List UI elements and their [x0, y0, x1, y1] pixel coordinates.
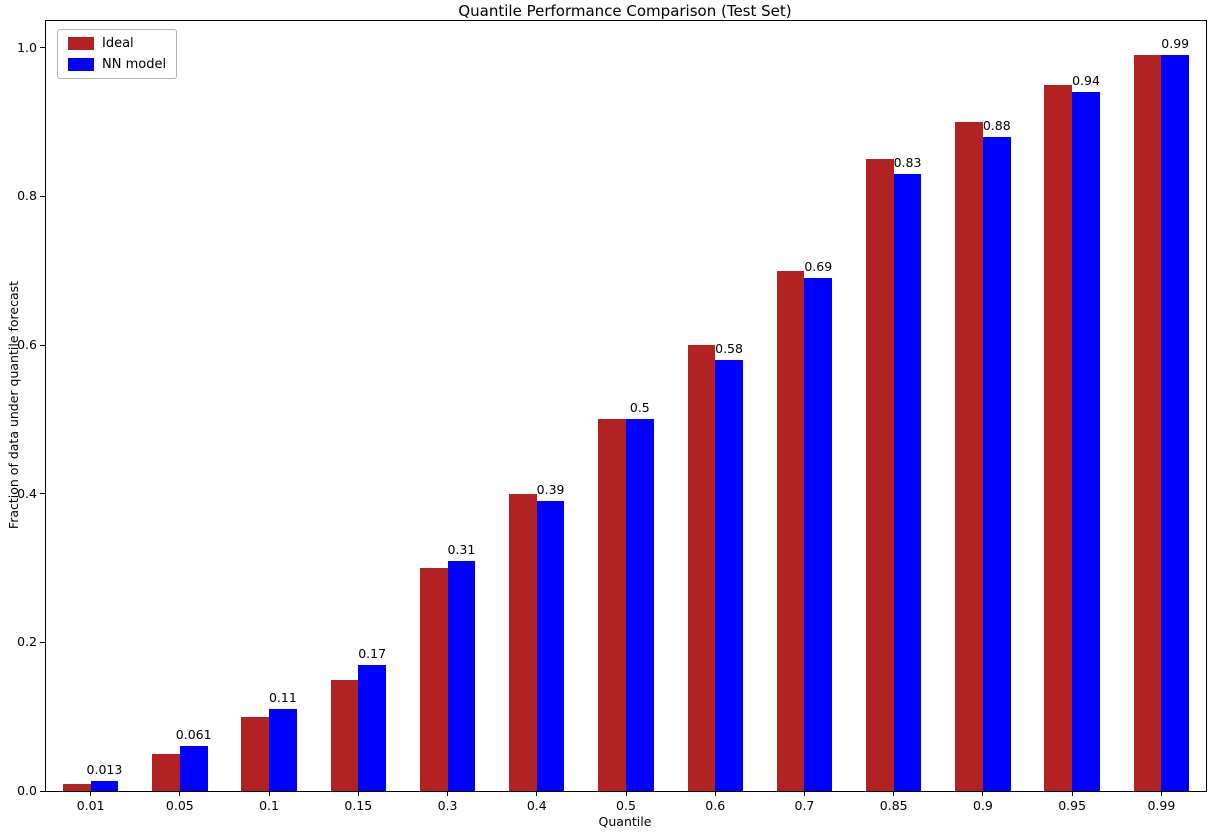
x-tick-mark: [1071, 791, 1073, 796]
bar-nn-model: [893, 174, 922, 791]
y-tick-label: 0.4: [17, 485, 37, 501]
bar-value-label: 0.013: [86, 762, 123, 778]
y-tick-label: 0.6: [17, 337, 37, 353]
y-tick-mark: [40, 47, 45, 49]
legend-item-nn-model: NN model: [68, 58, 166, 71]
x-tick-mark: [714, 791, 716, 796]
bar-value-label: 0.69: [804, 259, 833, 275]
bar-ideal: [776, 270, 805, 791]
bar-nn-model: [715, 359, 743, 791]
x-tick-mark: [625, 791, 627, 796]
bar-value-label: 0.17: [358, 645, 387, 661]
bar-ideal: [509, 493, 537, 791]
bar-ideal: [955, 122, 983, 791]
x-tick-label: 0.95: [1058, 798, 1087, 813]
bar-value-label: 0.061: [175, 726, 212, 742]
x-tick-mark: [268, 791, 270, 796]
x-tick-mark: [447, 791, 449, 796]
x-tick-mark: [1160, 791, 1162, 796]
x-tick-label: 0.5: [616, 798, 636, 813]
y-tick-mark: [40, 641, 45, 643]
y-tick-mark: [40, 195, 45, 197]
bar-nn-model: [179, 745, 208, 791]
bar-value-label: 0.31: [447, 541, 476, 557]
x-tick-label: 0.01: [76, 798, 105, 813]
bar-value-label: 0.11: [268, 690, 297, 706]
bar-nn-model: [1161, 55, 1190, 791]
bar-ideal: [598, 419, 626, 791]
x-tick-mark: [90, 791, 92, 796]
bar-value-label: 0.5: [629, 400, 650, 416]
bar-value-label: 0.58: [715, 340, 743, 356]
bar-ideal: [419, 568, 448, 791]
legend-label-nn-model: NN model: [102, 57, 167, 72]
plot-area: Ideal NN model 0.0 0.2 0.4 0.6 0.8 1.0 0.013 0.…: [17, 20, 1207, 813]
x-tick-label: 0.9: [972, 798, 993, 813]
x-tick-mark: [982, 791, 984, 796]
bar-nn-model: [804, 278, 833, 791]
x-tick-label: 0.85: [879, 798, 908, 813]
x-tick-mark: [357, 791, 359, 796]
bar-ideal: [330, 679, 359, 791]
bar-nn-model: [90, 781, 119, 791]
x-tick-label: 0.6: [705, 798, 726, 813]
legend: Ideal NN model: [57, 29, 178, 79]
bar-ideal: [62, 783, 91, 791]
x-tick-label: 0.3: [437, 798, 458, 813]
legend-swatch-ideal: [68, 37, 94, 50]
bar-value-label: 0.83: [893, 155, 922, 171]
y-tick-label: 0.2: [17, 634, 37, 650]
bar-ideal: [241, 716, 270, 791]
x-tick-mark: [893, 791, 895, 796]
y-tick-mark: [40, 790, 45, 792]
bar-nn-model: [358, 664, 386, 791]
bar-nn-model: [626, 419, 654, 791]
bar-ideal: [687, 345, 716, 791]
y-tick-label: 1.0: [17, 39, 37, 55]
bar-value-label: 0.99: [1161, 36, 1190, 52]
bar-ideal: [152, 753, 180, 791]
y-axis-label: Fraction of data under quantile forecast: [6, 280, 21, 530]
y-tick-label: 0.0: [17, 783, 37, 798]
x-tick-label: 0.05: [165, 798, 194, 813]
x-tick-label: 0.1: [259, 798, 279, 813]
x-tick-label: 0.7: [794, 798, 815, 813]
bar-ideal: [866, 159, 894, 791]
y-tick-label: 0.8: [17, 188, 37, 204]
bar-value-label: 0.88: [982, 117, 1011, 133]
bar-nn-model: [447, 560, 476, 791]
x-tick-mark: [179, 791, 181, 796]
bar-value-label: 0.39: [536, 482, 565, 498]
bar-ideal: [1133, 55, 1162, 791]
y-tick-mark: [40, 493, 45, 495]
bar-nn-model: [269, 709, 297, 791]
legend-swatch-nn-model: [68, 58, 94, 71]
bar-nn-model: [982, 136, 1011, 791]
x-tick-mark: [536, 791, 538, 796]
chart-title: Quantile Performance Comparison (Test Se…: [458, 2, 792, 20]
y-tick-mark: [40, 344, 45, 346]
bar-nn-model: [536, 501, 565, 791]
x-tick-mark: [803, 791, 805, 796]
legend-label-ideal: Ideal: [102, 36, 134, 51]
bar-ideal: [1044, 84, 1073, 791]
bar-nn-model: [1072, 92, 1100, 791]
x-tick-label: 0.15: [344, 798, 373, 813]
bar-value-label: 0.94: [1072, 73, 1100, 89]
legend-item-ideal: Ideal: [68, 37, 166, 50]
x-tick-label: 0.4: [526, 798, 547, 813]
x-axis-label: Quantile: [598, 814, 652, 829]
x-tick-label: 0.99: [1147, 798, 1176, 813]
